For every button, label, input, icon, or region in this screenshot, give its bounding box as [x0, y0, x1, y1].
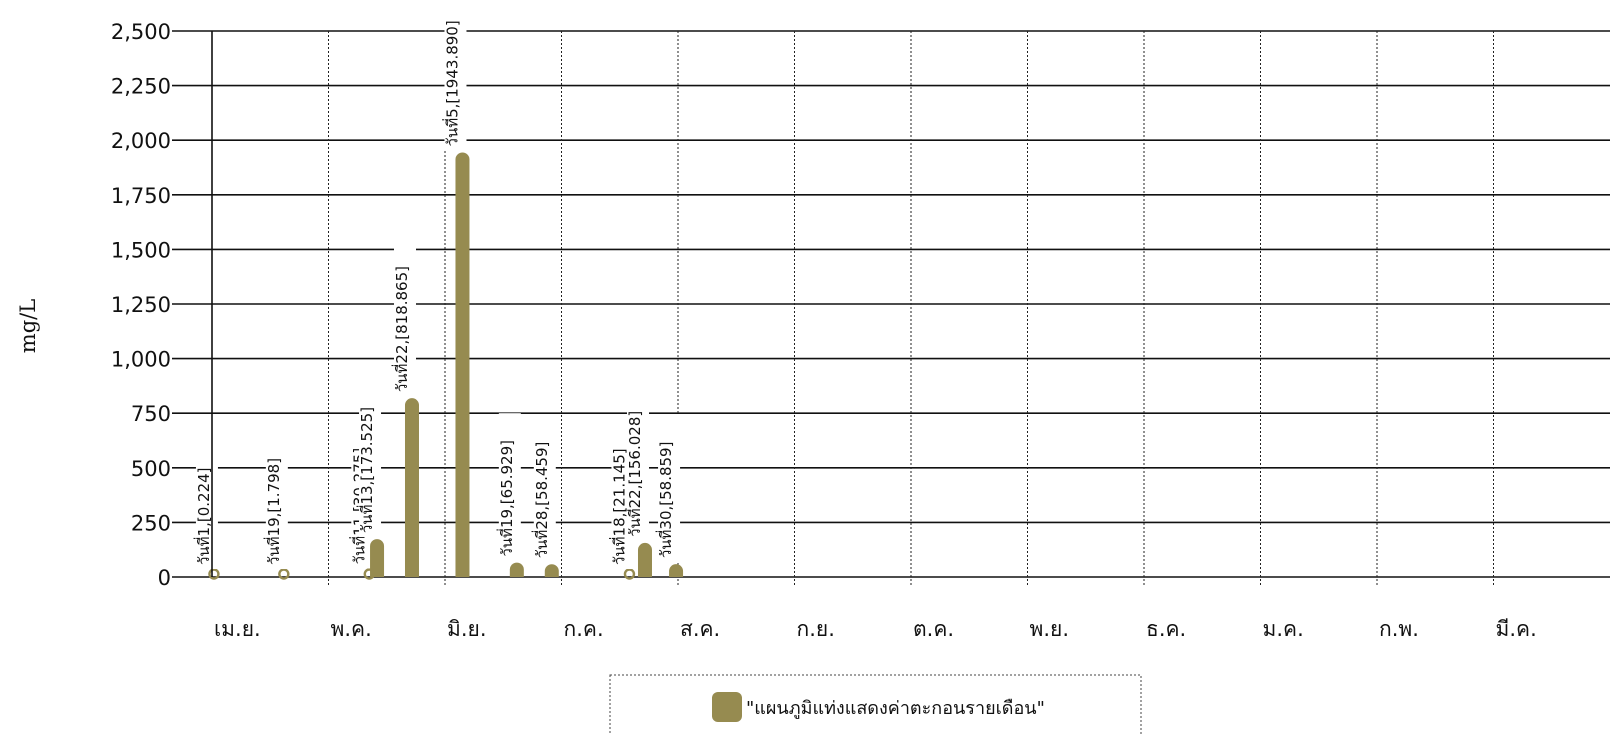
- x-tick-label: ก.ย.: [797, 617, 835, 641]
- data-label: วันที่1,[0.224]: [193, 467, 213, 565]
- grid-layer: [172, 30, 1610, 587]
- data-label: วันที่18,[21.145]: [608, 448, 628, 565]
- x-tick-label: ก.ค.: [564, 617, 604, 641]
- x-tick-label: ก.พ.: [1379, 617, 1419, 641]
- y-tick-label: 500: [131, 457, 171, 481]
- legend: "แผนภูมิแท่งแสดงค่าตะกอนรายเดือน": [609, 674, 1142, 734]
- y-tick-label: 2,250: [111, 75, 171, 99]
- data-label-bg: [265, 429, 288, 569]
- y-tick-label: 1,500: [111, 238, 171, 262]
- bar: [544, 564, 559, 577]
- bars-layer: วันที่1,[0.224]วันที่19,[1.798]วันที่11,…: [193, 0, 684, 580]
- bar: [404, 398, 419, 577]
- x-tick-label: พ.ค.: [331, 617, 372, 641]
- data-label: วันที่22,[818.865]: [391, 266, 411, 392]
- x-tick-label: ธ.ค.: [1146, 617, 1186, 641]
- y-tick-label: 1,000: [111, 348, 171, 372]
- data-label-bg: [444, 0, 467, 151]
- bar: [370, 539, 385, 577]
- x-tick-label: มี.ค.: [1496, 617, 1537, 641]
- y-tick-label: 0: [158, 566, 171, 590]
- data-label-bg: [498, 413, 521, 561]
- y-axis-title: mg/L: [16, 299, 40, 353]
- data-label: วันที่5,[1943.890]: [441, 20, 461, 146]
- data-label-bg: [626, 385, 649, 541]
- x-tick-label: ต.ค.: [913, 617, 954, 641]
- data-label: วันที่30,[58.859]: [655, 442, 675, 559]
- y-tick-label: 1,750: [111, 184, 171, 208]
- x-tick-label: มิ.ย.: [447, 617, 487, 641]
- bar: [509, 562, 524, 577]
- y-tick-label: 750: [131, 402, 171, 426]
- bar: [455, 152, 470, 578]
- bar: [669, 564, 684, 577]
- bar: [637, 542, 652, 577]
- data-label: วันที่13,[173.525]: [356, 407, 376, 533]
- bar: [278, 568, 290, 580]
- x-tick-label: ม.ค.: [1263, 617, 1304, 641]
- bar: [208, 568, 220, 580]
- data-label-bg: [533, 414, 556, 563]
- axis-layer: 0 250 500 750 1,000 1,250 1,500 1,750 2,000 2,250…: [111, 20, 1537, 641]
- legend-frame: [609, 674, 1142, 734]
- y-tick-label: 250: [131, 511, 171, 535]
- data-label-bg: [658, 414, 681, 563]
- y-tick-label: 1,250: [111, 293, 171, 317]
- data-label: วันที่19,[65.929]: [496, 440, 516, 557]
- bar: [623, 568, 636, 580]
- data-label: วันที่28,[58.459]: [531, 442, 551, 559]
- data-label-bg: [393, 240, 416, 397]
- x-tick-label: ส.ค.: [680, 617, 720, 641]
- data-label: วันที่22,[156.028]: [624, 411, 644, 537]
- data-label-bg: [359, 381, 382, 538]
- legend-label: "แผนภูมิแท่งแสดงค่าตะกอนรายเดือน": [746, 698, 1045, 719]
- legend-swatch: [712, 692, 742, 722]
- data-label: วันที่19,[1.798]: [263, 458, 283, 565]
- y-tick-label: 2,500: [111, 20, 171, 44]
- x-tick-label: พ.ย.: [1030, 617, 1070, 641]
- x-tick-label: เม.ย.: [214, 617, 261, 641]
- y-tick-label: 2,000: [111, 129, 171, 153]
